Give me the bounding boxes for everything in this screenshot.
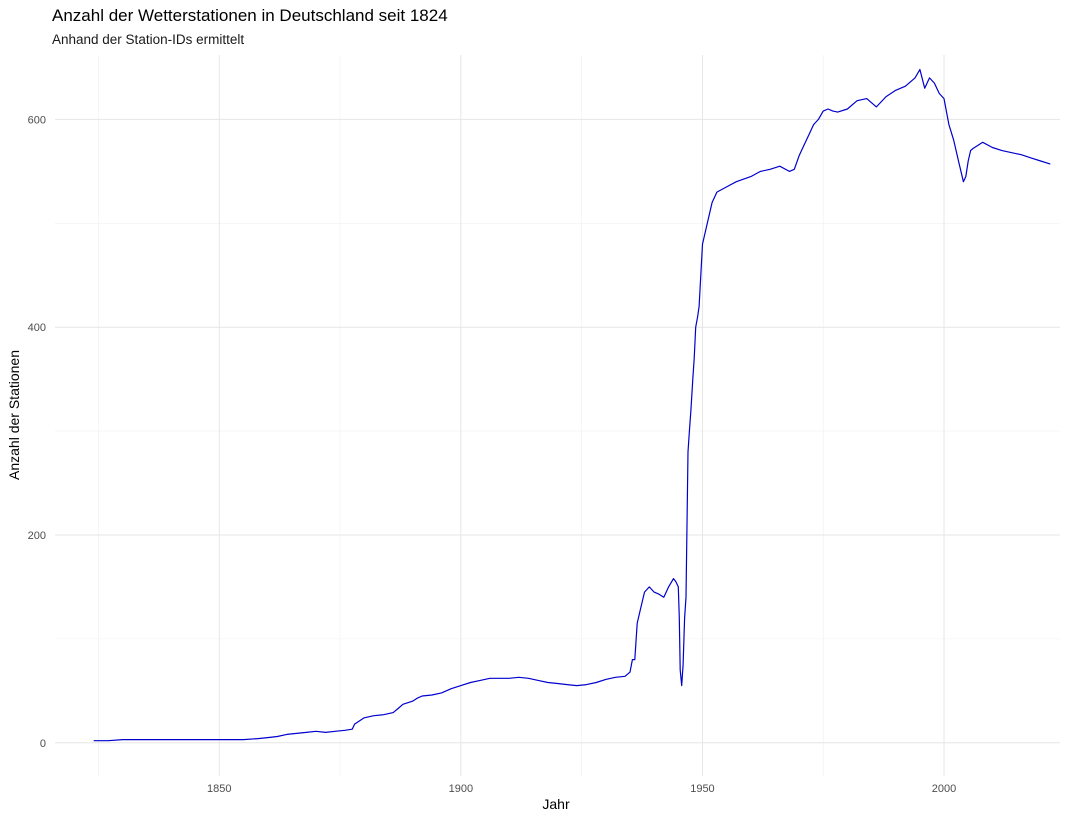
series-line-1 — [93, 68, 1051, 742]
x-tick-label: 2000 — [932, 783, 956, 795]
x-axis-title: Jahr — [542, 796, 570, 812]
chart-title: Anzahl der Wetterstationen in Deutschlan… — [52, 6, 448, 25]
x-tick-label: 1900 — [449, 783, 473, 795]
y-axis-ticks: 0 200 400 600 — [28, 114, 46, 749]
y-tick-label: 600 — [28, 114, 46, 126]
series-layer — [93, 68, 1051, 742]
x-axis-ticks: 1850 1900 1950 2000 — [207, 783, 956, 795]
x-tick-label: 1950 — [690, 783, 714, 795]
y-tick-label: 400 — [28, 322, 46, 334]
chart-subtitle: Anhand der Station-IDs ermittelt — [52, 32, 245, 47]
y-tick-label: 200 — [28, 530, 46, 542]
y-tick-label: 0 — [40, 738, 46, 750]
minor-gridlines — [55, 55, 1060, 776]
y-axis-title: Anzahl der Stationen — [6, 350, 22, 480]
major-gridlines — [55, 55, 1060, 776]
x-tick-label: 1850 — [207, 783, 231, 795]
